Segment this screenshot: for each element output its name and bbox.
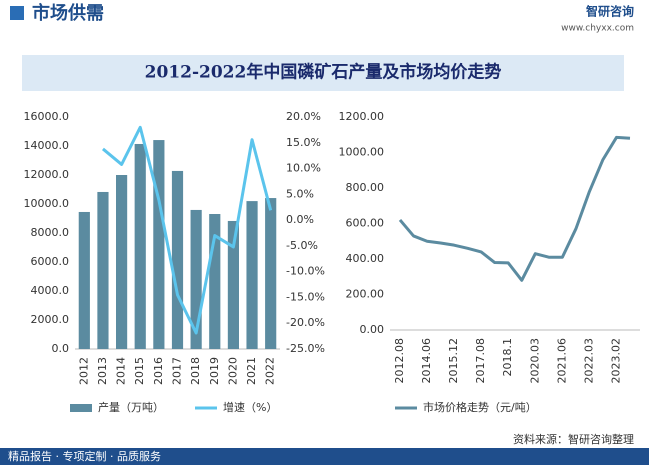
y2-tick-label: 5.0% [286, 187, 314, 200]
bar [97, 191, 109, 349]
bar [209, 214, 221, 349]
x-tick-label: 2014.06 [420, 338, 433, 384]
line [101, 125, 273, 335]
y-tick-label: 6000.0 [31, 255, 70, 268]
y2-tick-label: -15.0% [286, 290, 325, 303]
header-icon [10, 6, 24, 20]
chart-title: 2012-2022年中国磷矿石产量及市场均价走势 [145, 62, 502, 83]
y-tick-label: 400.00 [346, 252, 385, 265]
title-banner [22, 55, 624, 91]
x-tick-label: 2015.12 [447, 338, 460, 384]
x-tick-label: 2022.03 [582, 338, 595, 384]
y-tick-label: 200.00 [346, 288, 385, 301]
y2-tick-label: 0.0% [286, 213, 314, 226]
y2-tick-label: 10.0% [286, 162, 321, 175]
x-tick-label: 2023.02 [609, 338, 622, 384]
brand: 智研咨询 [585, 4, 634, 19]
bar [227, 220, 239, 349]
bar [190, 209, 202, 349]
y2-tick-label: -5.0% [286, 239, 318, 252]
y-tick-label: 12000.0 [24, 168, 70, 181]
x-tick-label: 2021 [245, 357, 258, 385]
y-tick-label: 0.00 [360, 323, 385, 336]
y-tick-label: 14000.0 [24, 139, 70, 152]
x-tick-label: 2016 [152, 357, 165, 385]
footer-text: 精品报告 · 专项定制 · 品质服务 [8, 449, 161, 463]
bar [246, 201, 258, 349]
legend-label: 市场价格走势（元/吨） [423, 400, 537, 414]
x-tick-label: 2012.08 [393, 338, 406, 384]
y-tick-label: 16000.0 [24, 110, 70, 123]
y-tick-label: 4000.0 [31, 284, 70, 297]
x-tick-label: 2020.03 [528, 338, 541, 384]
y-tick-label: 8000.0 [31, 226, 70, 239]
y-tick-label: 10000.0 [24, 197, 70, 210]
bar [153, 140, 165, 349]
x-tick-label: 2012 [77, 357, 90, 385]
bar [78, 211, 90, 349]
x-tick-label: 2020 [226, 357, 239, 385]
legend-label: 产量（万吨） [98, 400, 164, 414]
y2-tick-label: -20.0% [286, 316, 325, 329]
bar [116, 175, 128, 349]
x-tick-label: 2014 [115, 357, 128, 385]
x-tick-label: 2018.1 [501, 338, 514, 377]
x-tick-label: 2022 [264, 357, 277, 385]
y-tick-label: 2000.0 [31, 313, 70, 326]
x-tick-label: 2018 [189, 357, 202, 385]
legend-swatch [70, 404, 92, 412]
x-tick-label: 2017 [171, 357, 184, 385]
bar [171, 170, 184, 349]
y-tick-label: 1200.00 [339, 110, 385, 123]
line [398, 135, 631, 282]
y2-tick-label: 20.0% [286, 110, 321, 123]
y-tick-label: 800.00 [346, 181, 385, 194]
header-title: 市场供需 [32, 2, 104, 24]
y-tick-label: 0.0 [52, 342, 70, 355]
x-tick-label: 2013 [96, 357, 109, 385]
y2-tick-label: 15.0% [286, 136, 321, 149]
bar [134, 143, 146, 349]
brand-url: www.chyxx.com [561, 24, 634, 34]
legend-label: 增速（%） [223, 400, 277, 414]
x-tick-label: 2015 [133, 357, 146, 385]
y-tick-label: 600.00 [346, 217, 385, 230]
source: 资料来源：智研咨询整理 [513, 432, 634, 446]
footer-bar [0, 448, 649, 465]
y2-tick-label: -25.0% [286, 342, 325, 355]
x-tick-label: 2021.06 [555, 338, 568, 384]
y-tick-label: 1000.00 [339, 146, 385, 159]
y2-tick-label: -10.0% [286, 265, 325, 278]
x-tick-label: 2019 [208, 357, 221, 385]
x-tick-label: 2017.08 [474, 338, 487, 384]
bar [265, 198, 277, 349]
